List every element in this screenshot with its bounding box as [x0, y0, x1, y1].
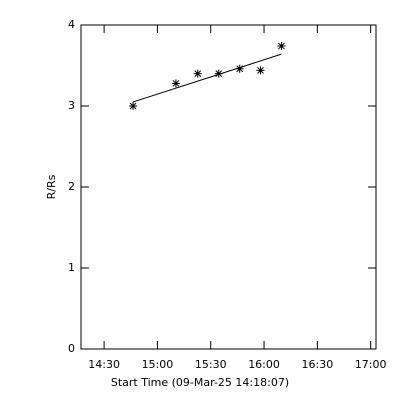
x-tick-label: 17:00 — [355, 358, 387, 371]
y-tick-label: 0 — [68, 342, 75, 355]
data-point — [193, 69, 202, 78]
data-point — [214, 69, 223, 78]
x-tick-label: 16:30 — [302, 358, 334, 371]
y-tick-label: 1 — [68, 261, 75, 274]
plot-frame — [80, 24, 377, 350]
y-tick-label: 2 — [68, 180, 75, 193]
data-point — [277, 42, 286, 51]
y-axis-label: R/Rs — [45, 174, 58, 199]
x-tick-label: 14:30 — [88, 358, 120, 371]
x-tick-label: 15:00 — [142, 358, 174, 371]
data-point — [235, 64, 244, 73]
x-tick-label: 15:30 — [195, 358, 227, 371]
data-point — [256, 66, 265, 75]
fit-line — [132, 53, 282, 103]
y-tick-label: 3 — [68, 99, 75, 112]
x-tick-label: 16:00 — [248, 358, 280, 371]
data-point — [171, 79, 180, 88]
x-axis-label: Start Time (09-Mar-25 14:18:07) — [111, 376, 289, 389]
data-point — [129, 102, 138, 110]
y-tick-label: 4 — [68, 18, 75, 31]
